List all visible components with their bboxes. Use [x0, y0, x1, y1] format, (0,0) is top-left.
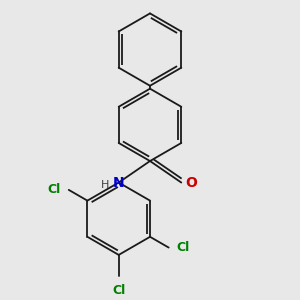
- Text: H: H: [101, 179, 109, 190]
- Text: Cl: Cl: [112, 284, 125, 297]
- Text: Cl: Cl: [176, 241, 190, 254]
- Text: Cl: Cl: [48, 183, 61, 196]
- Text: N: N: [113, 176, 124, 190]
- Text: O: O: [185, 176, 197, 190]
